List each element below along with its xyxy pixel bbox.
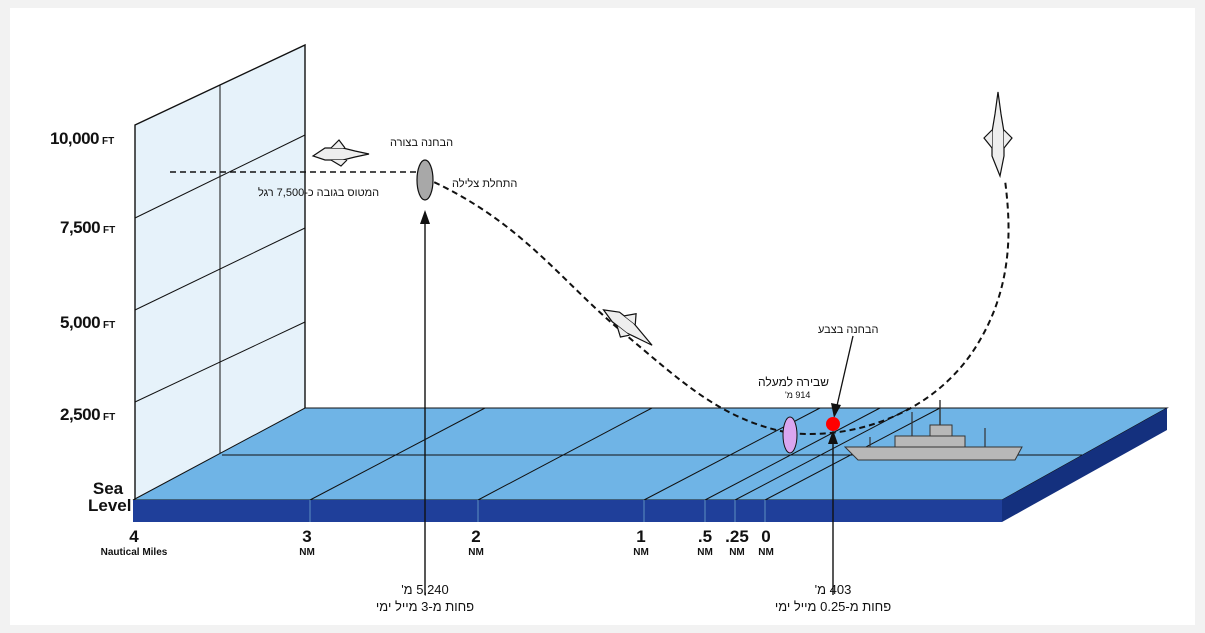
- distance-label: 1 NM: [633, 528, 649, 559]
- pull-up-altitude-label: 914 מ': [785, 390, 811, 400]
- distance-label: 4 Nautical Miles: [101, 528, 168, 559]
- distance-label: 0 NM: [758, 528, 774, 559]
- distance-unit: NM: [697, 547, 713, 558]
- altitude-value: 2,500: [60, 405, 101, 424]
- distance-unit: NM: [758, 547, 774, 558]
- visual-id-label: הבחנה בצורה: [390, 137, 454, 149]
- jet-diving-icon: [602, 309, 653, 346]
- pull-up-ellipse: [782, 416, 798, 454]
- measurement-right: 403 מ' פחות מ-0.25 מייל ימי: [775, 581, 891, 615]
- altitude-unit: FT: [103, 225, 116, 236]
- altitude-value: 7,500: [60, 218, 101, 237]
- altitude-unit: FT: [103, 412, 116, 423]
- altitude-unit: FT: [102, 136, 115, 147]
- altitude-value: 5,000: [60, 313, 101, 332]
- distance-value: 0: [761, 527, 771, 546]
- distance-value: 3: [302, 527, 312, 546]
- distance-label: 2 NM: [468, 528, 484, 559]
- color-id-label: הבחנה בצבע: [818, 324, 879, 336]
- grid-line: [134, 321, 306, 403]
- distance-unit: NM: [468, 547, 484, 558]
- jet-climbing-icon: [983, 91, 1013, 179]
- distance-value: 1: [636, 527, 646, 546]
- sea-side-face: [1002, 408, 1167, 522]
- sea-level-line1: Sea: [92, 479, 124, 498]
- approach-altitude-label: המטוס בגובה כ-7,500 רגל: [258, 187, 380, 199]
- grid-line: [134, 134, 306, 219]
- sea-level-line2: Level: [88, 496, 132, 515]
- jet-level-icon: [311, 139, 370, 167]
- visual-id-ellipse: [416, 159, 434, 201]
- distance-label: .5 NM: [697, 528, 713, 559]
- distance-value: 4: [129, 527, 139, 546]
- sea-front-face: [133, 500, 1002, 522]
- front-dividers: [309, 500, 766, 522]
- distance-value: .25: [725, 527, 749, 546]
- arrow-head-icon: [831, 403, 841, 418]
- altitude-label: 5,000 FT: [60, 313, 115, 333]
- ship-icon: [843, 400, 1023, 461]
- measurement-description: פחות מ-0.25 מייל ימי: [774, 599, 892, 614]
- distance-label: 3 NM: [299, 528, 315, 559]
- target-marker: [826, 417, 840, 431]
- distance-unit: NM: [299, 547, 315, 558]
- distance-value: .5: [697, 527, 713, 546]
- altitude-label: 7,500 FT: [60, 218, 115, 238]
- distance-unit: NM: [729, 547, 745, 558]
- measurement-distance: 403 מ': [814, 582, 852, 597]
- sea-level-label: Sea Level: [88, 479, 132, 515]
- roll-in-label: התחלת צלילה: [452, 178, 518, 190]
- arrow-head-icon: [828, 430, 838, 444]
- measurement-distance: 5,240 מ': [401, 582, 449, 597]
- pull-up-label: שבירה למעלה: [758, 375, 829, 389]
- altitude-label: 10,000 FT: [50, 129, 114, 149]
- distance-value: 2: [471, 527, 481, 546]
- measurement-description: פחות מ-3 מייל ימי: [375, 599, 475, 614]
- altitude-label: 2,500 FT: [60, 405, 115, 425]
- color-id-pointer: [835, 335, 854, 411]
- grid-line: [134, 227, 306, 311]
- measurement-left: 5,240 מ' פחות מ-3 מייל ימי: [376, 581, 474, 615]
- distance-unit: Nautical Miles: [100, 547, 168, 558]
- arrow-head-icon: [420, 210, 430, 224]
- distance-unit: NM: [633, 547, 649, 558]
- altitude-unit: FT: [103, 320, 116, 331]
- distance-label: .25 NM: [725, 528, 749, 559]
- altitude-value: 10,000: [50, 129, 100, 148]
